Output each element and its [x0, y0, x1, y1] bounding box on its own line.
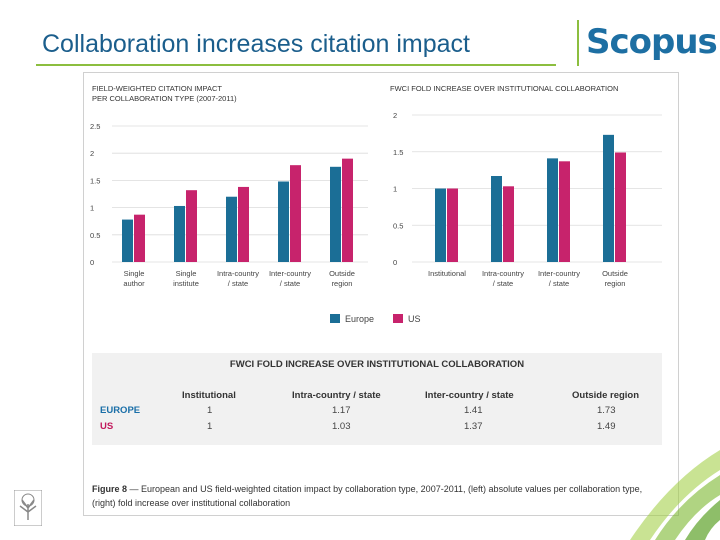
chart-title: FIELD-WEIGHTED CITATION IMPACT — [92, 84, 222, 93]
table-header-cell: Inter-country / state — [425, 390, 514, 401]
bar-europe — [278, 181, 289, 262]
y-tick-label: 2 — [393, 111, 397, 120]
caption-text: — European and US field-weighted citatio… — [92, 484, 643, 508]
table-title: FWCI FOLD INCREASE OVER INSTITUTIONAL CO… — [229, 359, 525, 370]
table-cell: 1.49 — [597, 421, 616, 432]
x-category-label: Intra-country — [217, 269, 259, 278]
bar-us — [342, 158, 353, 262]
bar-europe — [435, 188, 446, 262]
legend-label-europe: Europe — [345, 314, 374, 324]
y-tick-label: 0 — [393, 258, 397, 267]
fold-increase-table: FWCI FOLD INCREASE OVER INSTITUTIONAL CO… — [92, 353, 662, 445]
bar-us — [238, 186, 249, 262]
table-header-cell: Intra-country / state — [292, 390, 381, 401]
bar-us — [447, 188, 458, 262]
y-tick-label: 2.5 — [90, 122, 100, 131]
x-category-label: / state — [228, 279, 248, 288]
bar-us — [186, 190, 197, 262]
x-category-label: Single — [176, 269, 197, 278]
chart-fold-increase: FWCI FOLD INCREASE OVER INSTITUTIONAL CO… — [390, 84, 662, 288]
title-underline — [36, 64, 556, 66]
table-cell: 1.37 — [464, 421, 483, 432]
y-tick-label: 1.5 — [393, 148, 403, 157]
chart-title: PER COLLABORATION TYPE (2007-2011) — [92, 94, 237, 103]
slide-title: Collaboration increases citation impact — [42, 30, 470, 58]
table-cell: 1.73 — [597, 405, 616, 416]
bar-europe — [547, 158, 558, 262]
x-category-label: Outside — [329, 269, 355, 278]
table-header-cell: Institutional — [182, 390, 236, 401]
bar-europe — [174, 205, 185, 262]
caption-figure-label: Figure 8 — [92, 484, 128, 494]
bar-europe — [330, 166, 341, 262]
x-category-label: author — [123, 279, 145, 288]
bar-europe — [603, 134, 614, 262]
bar-us — [615, 152, 626, 262]
y-tick-label: 1 — [393, 185, 397, 194]
x-category-label: Outside — [602, 269, 628, 278]
legend-label-us: US — [408, 314, 421, 324]
table-cell: 1.41 — [464, 405, 483, 416]
y-tick-label: 0.5 — [90, 231, 100, 240]
table-cell: 1.03 — [332, 421, 351, 432]
figure-caption: Figure 8 — European and US field-weighte… — [92, 482, 652, 510]
scopus-logo: Scopus — [586, 22, 718, 62]
legend-swatch-us — [393, 314, 403, 323]
x-category-label: region — [332, 279, 353, 288]
table-cell: 1.17 — [332, 405, 351, 416]
x-category-label: Single — [124, 269, 145, 278]
decorative-swoosh — [630, 450, 720, 540]
bar-europe — [491, 176, 502, 262]
y-tick-label: 0 — [90, 258, 94, 267]
y-tick-label: 2 — [90, 149, 94, 158]
x-category-label: / state — [549, 279, 569, 288]
x-category-label: region — [605, 279, 626, 288]
bar-europe — [226, 196, 237, 262]
bar-europe — [122, 219, 133, 262]
chart-title: FWCI FOLD INCREASE OVER INSTITUTIONAL CO… — [390, 84, 618, 93]
x-category-label: Inter-country — [538, 269, 580, 278]
x-category-label: Intra-country — [482, 269, 524, 278]
bar-us — [134, 214, 145, 262]
row-label-europe: EUROPE — [100, 405, 141, 416]
logo-divider — [577, 20, 579, 66]
x-category-label: institute — [173, 279, 199, 288]
table-cell: 1 — [207, 405, 213, 416]
table-cell: 1 — [207, 421, 213, 432]
row-label-us: US — [100, 421, 114, 432]
x-category-label: / state — [280, 279, 300, 288]
bar-us — [503, 186, 514, 262]
y-tick-label: 1 — [90, 204, 94, 213]
chart-legend: Europe US — [330, 314, 421, 324]
elsevier-tree-icon — [14, 490, 42, 526]
y-tick-label: 1.5 — [90, 176, 100, 185]
y-tick-label: 0.5 — [393, 221, 403, 230]
legend-swatch-europe — [330, 314, 340, 323]
x-category-label: Institutional — [428, 269, 466, 278]
table-header-cell: Outside region — [572, 390, 640, 401]
x-category-label: / state — [493, 279, 513, 288]
bar-us — [559, 161, 570, 262]
bar-us — [290, 165, 301, 262]
x-category-label: Inter-country — [269, 269, 311, 278]
